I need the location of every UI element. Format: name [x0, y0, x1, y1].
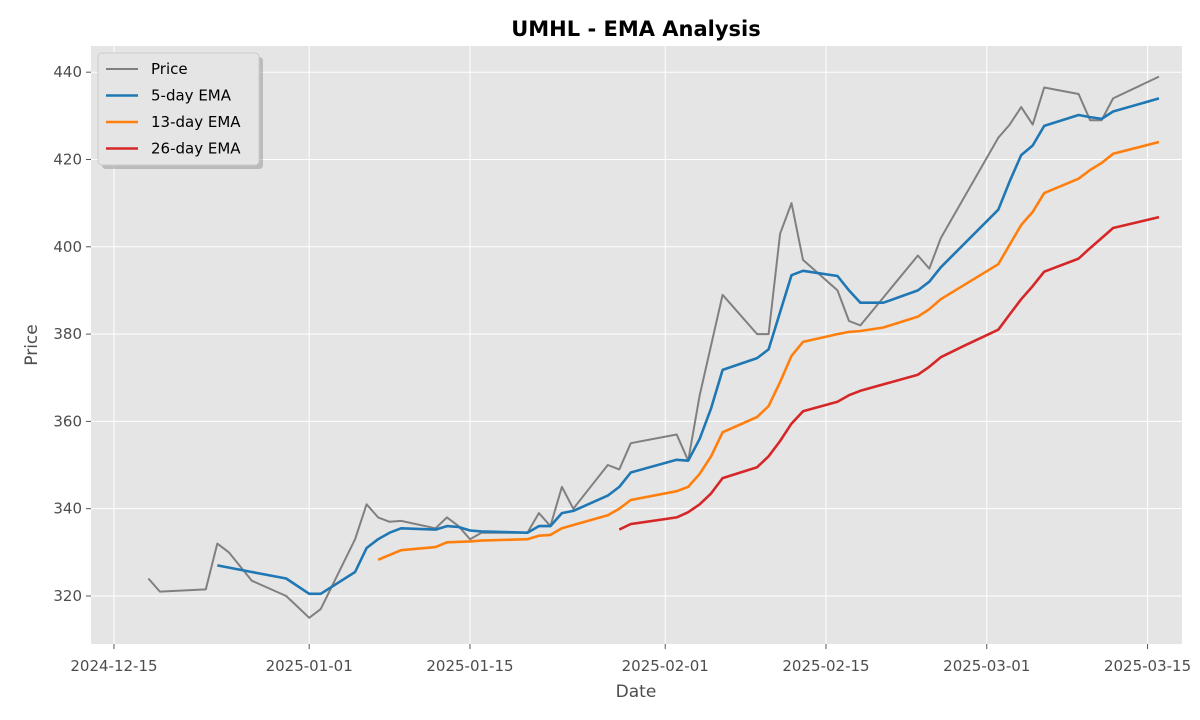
grid — [91, 46, 1182, 644]
y-axis-ticks: 320 340 360 380 400 420 440 — [53, 63, 91, 605]
legend-label-26-day-ema: 26-day EMA — [151, 140, 241, 158]
5-day-ema-line — [217, 97, 1160, 596]
legend-label-13-day-ema: 13-day EMA — [151, 113, 241, 131]
26-day-ema-line — [618, 215, 1160, 531]
x-axis-ticks: 2024-12-15 2025-01-01 2025-01-15 2025-02-01… — [70, 644, 1191, 675]
plot-area — [91, 46, 1182, 644]
legend: Price 5-day EMA 13-day EMA 26-day EMA — [97, 52, 263, 169]
y-tick-label: 440 — [53, 63, 82, 81]
y-tick-label: 380 — [53, 325, 82, 343]
y-tick-label: 420 — [53, 150, 82, 168]
series-lines — [147, 75, 1160, 619]
x-axis-label: Date — [616, 682, 657, 702]
legend-box — [97, 52, 260, 166]
x-tick-label: 2025-01-01 — [266, 657, 353, 675]
price-line — [147, 75, 1160, 619]
legend-items: Price 5-day EMA 13-day EMA 26-day EMA — [106, 60, 241, 158]
y-tick-label: 400 — [53, 238, 82, 256]
y-tick-label: 320 — [53, 587, 82, 605]
chart-title: UMHL - EMA Analysis — [511, 17, 761, 41]
legend-label-price: Price — [151, 60, 188, 78]
y-tick-label: 360 — [53, 412, 82, 430]
x-tick-label: 2025-03-15 — [1104, 657, 1191, 675]
x-tick-label: 2025-02-01 — [622, 657, 709, 675]
x-tick-label: 2024-12-15 — [70, 657, 157, 675]
x-tick-label: 2025-02-15 — [782, 657, 869, 675]
x-tick-label: 2025-03-01 — [943, 657, 1030, 675]
y-tick-label: 340 — [53, 500, 82, 518]
y-axis-label: Price — [22, 324, 42, 365]
legend-label-5-day-ema: 5-day EMA — [151, 87, 232, 105]
13-day-ema-line — [377, 140, 1160, 561]
x-tick-label: 2025-01-15 — [426, 657, 513, 675]
